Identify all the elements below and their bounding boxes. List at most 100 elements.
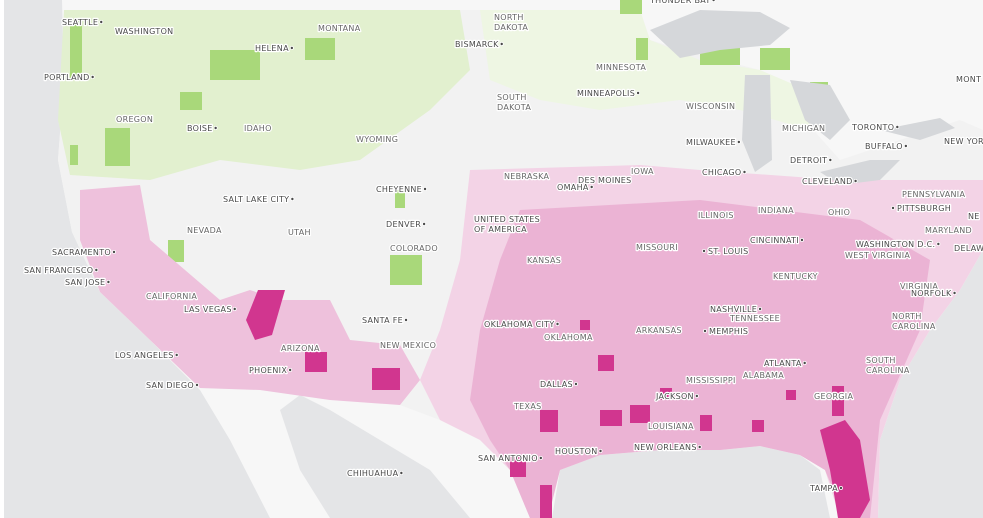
map-label: SAN DIEGO xyxy=(146,381,194,390)
region-green-light xyxy=(58,10,470,180)
map-label: LOS ANGELES xyxy=(115,351,174,360)
map-label: MONT xyxy=(956,75,981,84)
map-label: TORONTO xyxy=(851,123,894,132)
city-dot xyxy=(936,241,941,246)
map-label: ARKANSAS xyxy=(636,326,682,335)
dark-counties xyxy=(246,290,870,518)
region-pink-mid xyxy=(470,200,930,518)
city-dot xyxy=(289,46,294,51)
city-dot xyxy=(702,248,707,253)
city-dot xyxy=(802,360,807,365)
map-label: MISSISSIPPI xyxy=(686,376,736,385)
map-label: DENVER xyxy=(386,220,421,229)
city-dot xyxy=(111,249,116,254)
map-label: PITTSBURGH xyxy=(897,204,951,213)
city-dot xyxy=(853,178,858,183)
map-label: NASHVILLE xyxy=(710,305,757,314)
map-label: PHOENIX xyxy=(249,366,287,375)
map-label: ILLINOIS xyxy=(698,211,734,220)
map-label: NORTH xyxy=(494,13,524,22)
city-dot xyxy=(555,321,560,326)
city-dot xyxy=(174,352,179,357)
map-label: MILWAUKEE xyxy=(686,138,736,147)
map-label: BISMARCK xyxy=(455,40,499,49)
map-label: DALLAS xyxy=(540,380,573,389)
map-label: NORTH xyxy=(892,312,922,321)
map-label: OMAHA xyxy=(557,183,589,192)
map-label: SAN JOSE xyxy=(65,278,105,287)
city-dot xyxy=(598,448,603,453)
map-label: UNITED STATES xyxy=(474,215,540,224)
map-label: GEORGIA xyxy=(814,392,853,401)
city-dot xyxy=(895,125,900,130)
city-dot xyxy=(736,139,741,144)
map-label: OREGON xyxy=(116,115,153,124)
map-label: PENNSYLVANIA xyxy=(902,190,965,199)
city-dot xyxy=(94,267,99,272)
city-dot xyxy=(694,393,699,398)
map-label: SAN ANTONIO xyxy=(478,454,538,463)
map-label: WASHINGTON xyxy=(115,27,173,36)
city-dot xyxy=(499,42,504,47)
map-label: ST. LOUIS xyxy=(708,247,749,256)
map-label: SOUTH xyxy=(866,356,896,365)
map-label: PORTLAND xyxy=(44,73,90,82)
city-dot xyxy=(799,237,804,242)
map-label: TAMPA xyxy=(809,484,838,493)
city-dot xyxy=(903,143,908,148)
map-label: LOUISIANA xyxy=(648,422,694,431)
map-label: OKLAHOMA xyxy=(544,333,593,342)
map-label: INDIANA xyxy=(758,206,794,215)
map-label: NORFOLK xyxy=(911,289,952,298)
map-label: MINNESOTA xyxy=(596,63,646,72)
map-label: MICHIGAN xyxy=(782,124,825,133)
city-dot xyxy=(589,184,594,189)
city-dot xyxy=(194,382,199,387)
map-label: MEMPHIS xyxy=(709,327,748,336)
map-label: MINNEAPOLIS xyxy=(577,89,635,98)
city-dot xyxy=(891,205,896,210)
map-label: NEW YOR xyxy=(944,137,983,146)
map-label: HOUSTON xyxy=(555,447,598,456)
city-dot xyxy=(404,317,409,322)
map-label: TEXAS xyxy=(513,402,541,411)
map-label: UTAH xyxy=(288,228,311,237)
map-label: THUNDER BAY xyxy=(649,0,711,5)
map-label: WYOMING xyxy=(356,135,398,144)
map-label: JACKSON xyxy=(655,392,694,401)
map-label: ALABAMA xyxy=(743,371,784,380)
city-dot xyxy=(952,290,957,295)
map-label: NEVADA xyxy=(187,226,222,235)
edge xyxy=(0,0,4,518)
city-dot xyxy=(742,169,747,174)
map-label: CHIHUAHUA xyxy=(347,469,399,478)
map-label: MONTANA xyxy=(318,24,361,33)
city-dot xyxy=(636,91,641,96)
city-dot xyxy=(106,279,111,284)
map-label: DES MOINES xyxy=(578,176,632,185)
green-counties xyxy=(70,0,828,285)
map-label: NEW MEXICO xyxy=(380,341,436,350)
city-dot xyxy=(828,157,833,162)
map-label: SANTA FE xyxy=(362,316,403,325)
city-dot xyxy=(288,367,293,372)
city-dot xyxy=(697,444,702,449)
city-dot xyxy=(758,306,763,311)
map-label: VIRGINIA xyxy=(900,282,938,291)
map-label: MISSOURI xyxy=(636,243,678,252)
city-dot xyxy=(399,470,404,475)
map-label: MARYLAND xyxy=(925,226,972,235)
city-dot xyxy=(290,196,295,201)
map-label: DAKOTA xyxy=(494,23,528,32)
map-label: SEATTLE xyxy=(62,18,98,27)
map-label: SALT LAKE CITY xyxy=(223,195,289,204)
map-label: ARIZONA xyxy=(281,344,320,353)
map-label: OKLAHOMA CITY xyxy=(484,320,555,329)
city-dot xyxy=(232,306,237,311)
city-dot xyxy=(90,75,95,80)
map-label: NE xyxy=(968,212,980,221)
map-label: DETROIT xyxy=(790,156,827,165)
city-dot xyxy=(573,381,578,386)
map-label: OF AMERICA xyxy=(474,225,527,234)
map-label: DELAWA xyxy=(954,244,983,253)
